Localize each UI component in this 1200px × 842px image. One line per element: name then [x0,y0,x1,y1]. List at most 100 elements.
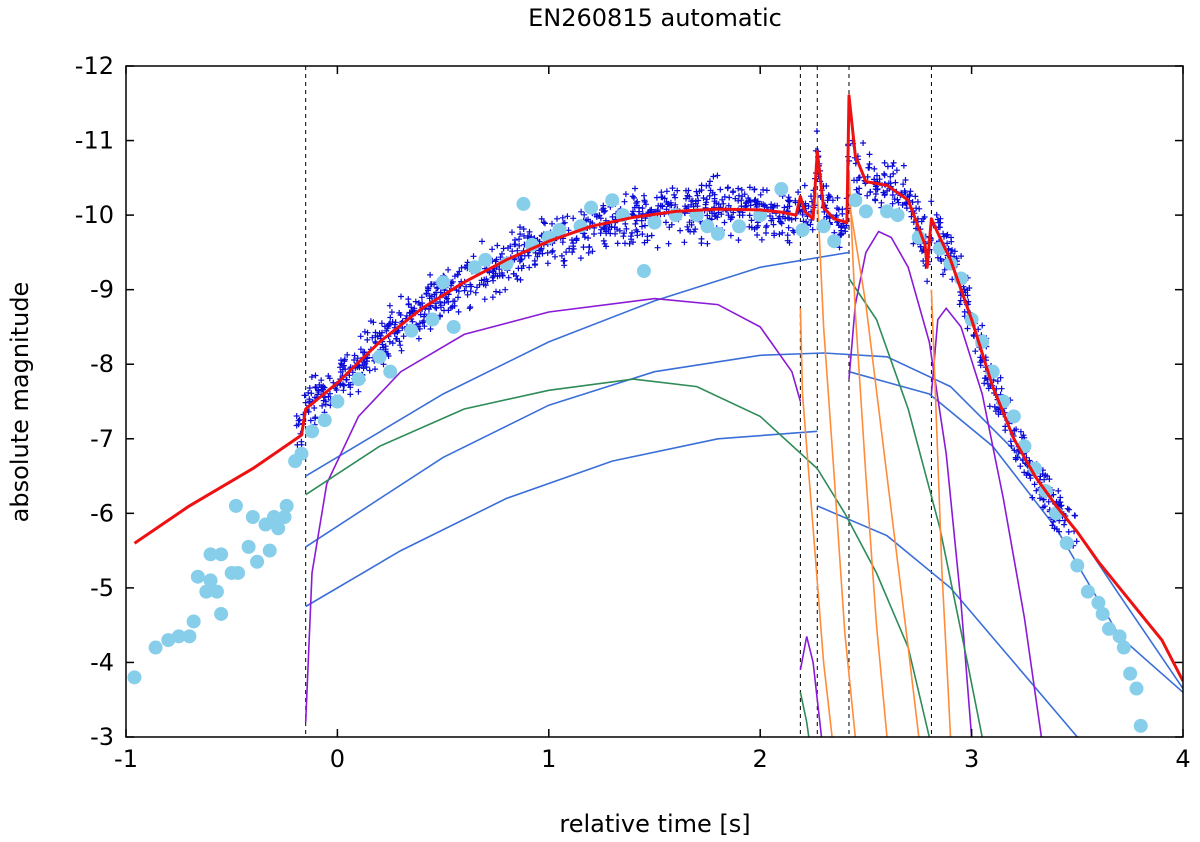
data-point-plus [502,286,509,293]
data-point-plus [746,184,753,191]
data-point-plus [763,222,770,229]
data-point-plus [758,236,765,243]
data-point-plus [725,202,732,209]
data-point-plus [463,283,470,290]
data-point-plus [786,239,793,246]
data-point-plus [559,214,566,221]
data-point-plus [884,163,891,170]
data-point-plus [1039,471,1046,477]
data-point-plus [727,232,734,239]
data-point-circle [404,323,419,338]
data-point-plus [779,213,786,220]
data-point-circle [710,226,725,241]
data-point-plus [1013,426,1020,433]
data-point-circle [890,208,905,223]
data-point-plus [914,198,921,205]
data-point-plus [525,252,532,259]
data-point-plus [1045,498,1052,505]
data-point-plus [951,248,958,255]
y-tick-label: -8 [90,350,114,378]
data-point-plus [739,193,746,200]
data-point-plus [364,355,371,362]
y-axis-label: absolute magnitude [6,282,34,523]
data-point-plus [526,264,533,271]
data-point-circle [279,498,294,513]
data-point-plus [408,304,415,311]
data-point-plus [632,220,639,227]
data-point-plus [916,205,923,212]
data-point-plus [416,320,423,327]
data-point-plus [748,217,755,224]
data-point-plus [418,294,425,301]
data-point-plus [344,351,351,358]
data-point-circle [636,264,651,279]
data-point-plus [540,219,547,226]
y-tick-label: -10 [75,201,114,229]
data-point-plus [1072,512,1079,519]
data-point-plus [735,185,742,192]
data-point-circle [584,200,599,215]
y-tick-label: -12 [75,52,114,80]
data-point-plus [851,177,857,184]
data-point-plus [717,186,724,193]
data-point-circle [1070,558,1085,573]
series-line-component_purple [304,297,802,723]
data-point-plus [907,188,914,195]
data-point-plus [924,278,931,285]
y-tick-label: -5 [90,574,114,602]
data-point-plus [786,197,793,204]
data-point-plus [669,185,676,192]
series-line-component_green [305,378,931,737]
data-point-plus [807,221,814,228]
data-point-plus [838,223,845,230]
data-point-plus [320,383,327,390]
data-point-plus [889,192,896,198]
data-point-plus [347,381,354,388]
data-point-circle [271,521,286,536]
data-point-plus [532,249,539,256]
data-point-plus [354,355,361,362]
data-point-plus [564,213,571,220]
data-point-plus [992,408,999,415]
data-point-plus [509,248,516,255]
data-point-plus [366,367,373,374]
data-point-plus [998,385,1005,392]
data-point-plus [938,258,945,264]
data-point-circle [245,510,260,525]
data-point-plus [561,262,568,269]
data-point-plus [544,260,551,267]
data-point-plus [834,194,841,201]
data-point-plus [405,301,412,307]
data-point-circle [171,629,186,644]
data-point-circle [190,569,205,584]
data-point-plus [771,230,778,237]
data-point-circle [203,547,218,562]
data-point-plus [668,202,675,209]
data-point-plus [917,243,924,250]
data-point-circle [1133,718,1148,733]
data-point-plus [360,365,367,372]
y-tick-label: -7 [90,425,114,453]
data-point-plus [829,197,836,204]
data-point-plus [301,392,308,399]
data-point-plus [585,235,592,241]
data-point-plus [609,213,616,220]
data-point-plus [1033,487,1040,494]
data-point-plus [674,187,681,194]
data-point-plus [399,325,406,331]
data-point-circle [467,260,482,275]
data-point-plus [684,192,691,199]
x-tick-label: -1 [114,745,138,773]
data-point-plus [736,212,743,219]
data-point-plus [745,195,752,202]
data-point-plus [979,322,986,329]
data-point-plus [706,192,713,199]
data-point-plus [813,128,820,135]
data-point-plus [654,244,661,251]
data-point-plus [944,231,951,238]
data-point-plus [801,182,808,189]
data-point-plus [570,245,577,252]
data-point-plus [406,309,413,316]
data-point-plus [589,248,596,255]
data-point-plus [666,224,673,231]
